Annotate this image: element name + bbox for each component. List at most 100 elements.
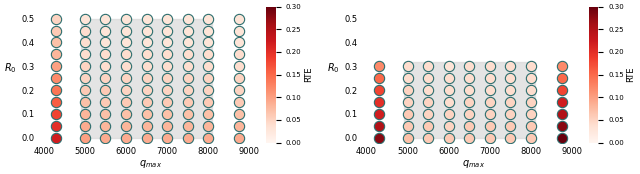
Point xyxy=(557,136,567,139)
Point xyxy=(162,113,172,115)
Point xyxy=(203,53,213,56)
Point xyxy=(234,89,244,92)
Point xyxy=(234,29,244,32)
Point xyxy=(526,113,536,115)
Point xyxy=(444,125,454,127)
Point xyxy=(506,125,516,127)
Point xyxy=(100,136,111,139)
Point xyxy=(121,29,131,32)
Point xyxy=(423,77,433,80)
Point xyxy=(485,101,495,103)
Point xyxy=(506,136,516,139)
Point xyxy=(182,29,193,32)
Point xyxy=(182,53,193,56)
Point xyxy=(80,89,90,92)
Point xyxy=(141,65,152,68)
Point xyxy=(51,113,61,115)
Point xyxy=(374,101,384,103)
Point xyxy=(100,101,111,103)
Point xyxy=(162,89,172,92)
Point xyxy=(374,113,384,115)
Point xyxy=(423,136,433,139)
Point xyxy=(464,65,474,68)
Point xyxy=(374,136,384,139)
Point xyxy=(506,101,516,103)
Point xyxy=(182,41,193,44)
Point xyxy=(423,65,433,68)
Point xyxy=(51,125,61,127)
Point xyxy=(234,53,244,56)
Point xyxy=(464,113,474,115)
Point xyxy=(506,89,516,92)
Point xyxy=(464,77,474,80)
X-axis label: $q_{max}$: $q_{max}$ xyxy=(462,158,485,170)
Point xyxy=(403,113,413,115)
Y-axis label: RTE: RTE xyxy=(627,67,636,82)
Point xyxy=(80,65,90,68)
Point xyxy=(80,136,90,139)
Point xyxy=(485,77,495,80)
Point xyxy=(80,113,90,115)
Bar xyxy=(404,62,535,138)
Point xyxy=(80,53,90,56)
Point xyxy=(121,53,131,56)
Point xyxy=(374,89,384,92)
Point xyxy=(526,136,536,139)
Point xyxy=(162,41,172,44)
Point xyxy=(557,113,567,115)
Point xyxy=(182,136,193,139)
Point xyxy=(100,77,111,80)
Point xyxy=(526,89,536,92)
Point xyxy=(234,65,244,68)
Point xyxy=(121,17,131,20)
Point xyxy=(234,41,244,44)
Point xyxy=(51,17,61,20)
Point xyxy=(141,113,152,115)
Point xyxy=(403,89,413,92)
Point xyxy=(80,101,90,103)
Point xyxy=(121,41,131,44)
Point xyxy=(51,29,61,32)
Y-axis label: RTE: RTE xyxy=(304,67,313,82)
Point xyxy=(51,89,61,92)
Point xyxy=(444,77,454,80)
Point xyxy=(557,101,567,103)
Point xyxy=(526,77,536,80)
Point xyxy=(234,101,244,103)
Point xyxy=(100,41,111,44)
Point xyxy=(141,136,152,139)
Point xyxy=(234,77,244,80)
Point xyxy=(444,89,454,92)
Point xyxy=(100,17,111,20)
Point xyxy=(121,113,131,115)
Point xyxy=(80,41,90,44)
Point xyxy=(203,89,213,92)
Point xyxy=(203,113,213,115)
Point xyxy=(234,113,244,115)
Point xyxy=(374,125,384,127)
Point xyxy=(203,41,213,44)
Point xyxy=(423,113,433,115)
Point xyxy=(100,65,111,68)
Point xyxy=(162,65,172,68)
Point xyxy=(100,125,111,127)
Point xyxy=(485,125,495,127)
Point xyxy=(485,89,495,92)
Point xyxy=(234,125,244,127)
Point xyxy=(203,125,213,127)
Point xyxy=(51,65,61,68)
Point xyxy=(557,77,567,80)
Point xyxy=(162,136,172,139)
Point xyxy=(557,65,567,68)
Point xyxy=(141,17,152,20)
Point xyxy=(403,65,413,68)
Point xyxy=(80,17,90,20)
Point xyxy=(485,113,495,115)
Point xyxy=(100,53,111,56)
Point xyxy=(162,53,172,56)
Point xyxy=(444,65,454,68)
Point xyxy=(162,17,172,20)
Point xyxy=(141,29,152,32)
Point xyxy=(121,89,131,92)
Point xyxy=(182,125,193,127)
